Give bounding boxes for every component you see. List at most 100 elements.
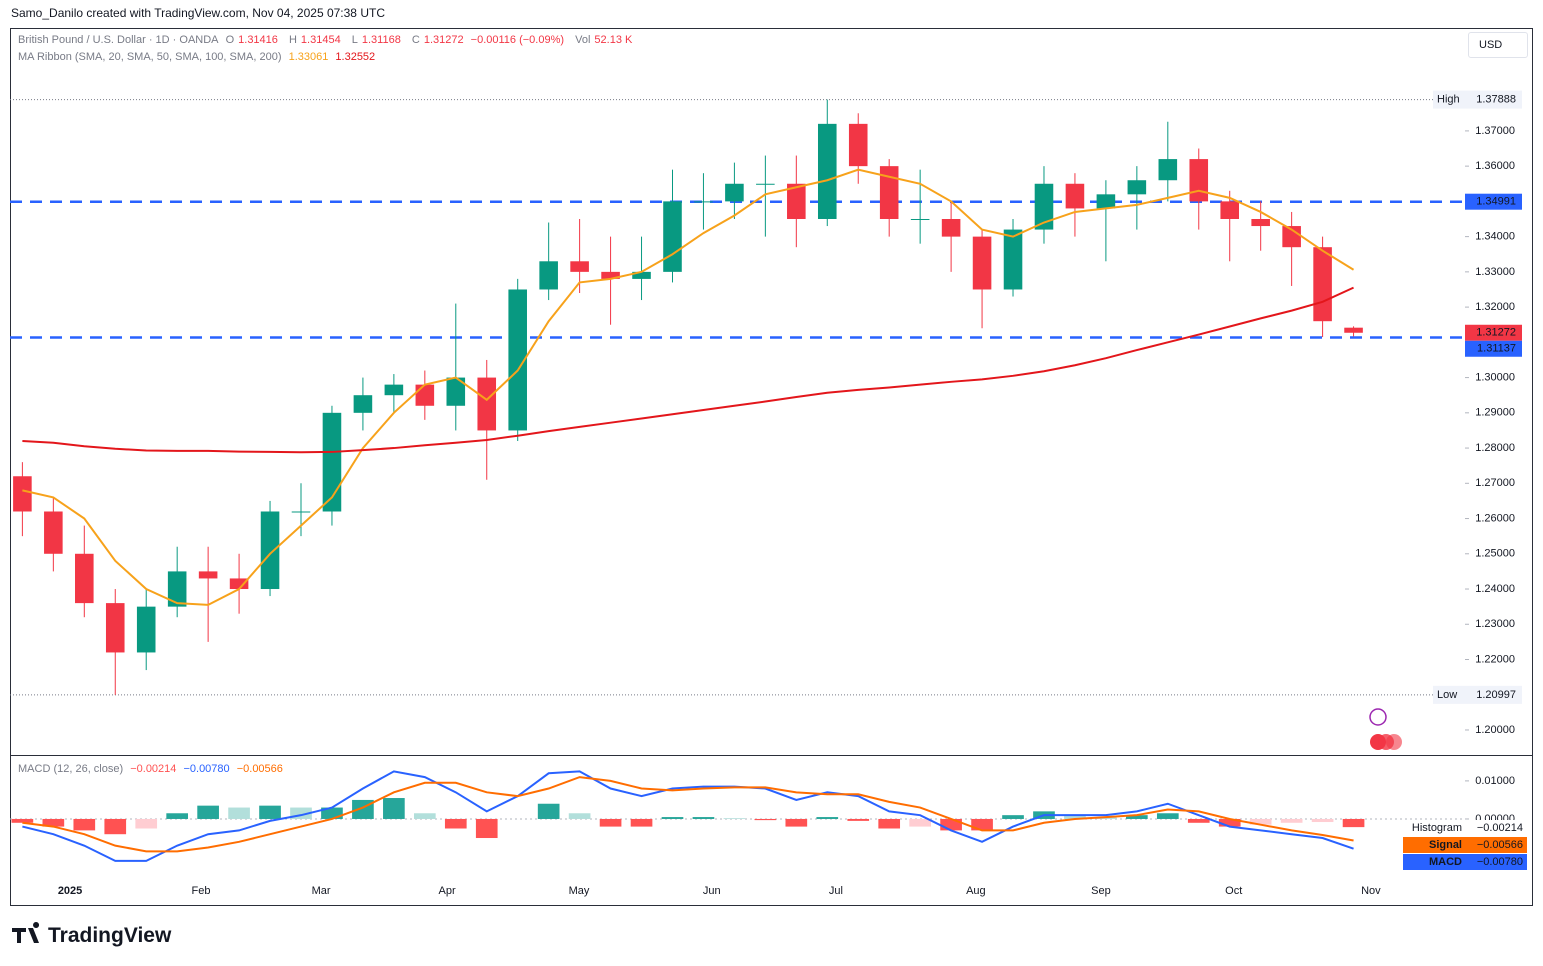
- histogram-bar: [1280, 818, 1303, 823]
- candle-body: [1034, 183, 1054, 230]
- y-tick-label: 1.25000: [1475, 548, 1515, 560]
- macd-line: [22, 776, 1354, 853]
- candle-body: [75, 553, 94, 604]
- histogram-bar: [383, 798, 405, 819]
- histogram-bar: [1002, 815, 1024, 819]
- histogram-bar: [1218, 818, 1241, 827]
- level-box: [1465, 193, 1522, 210]
- vol-value: 52.13 K: [594, 34, 633, 46]
- frame: [10, 28, 1533, 906]
- hist-value: −0.00214: [130, 763, 177, 775]
- candle-body: [694, 201, 713, 203]
- histogram-bar: [135, 818, 158, 829]
- candle-body: [1251, 219, 1270, 227]
- candle-body: [601, 271, 620, 279]
- histogram-bar: [413, 813, 436, 819]
- change: −0.00116 (−0.09%): [470, 34, 565, 46]
- candle-body: [972, 236, 992, 290]
- histogram-bar: [228, 807, 250, 819]
- candle-body: [1344, 327, 1363, 333]
- x-tick-label: Sep: [1091, 885, 1111, 897]
- histogram-bar: [568, 813, 591, 819]
- candle-body: [1158, 159, 1178, 181]
- l-value: 1.31168: [361, 34, 401, 46]
- candle-body: [105, 603, 125, 653]
- l-label: L: [351, 34, 358, 46]
- candle-body: [539, 261, 558, 290]
- symbol: British Pound / U.S. Dollar · 1D · OANDA: [18, 34, 219, 46]
- x-tick-label: Oct: [1225, 885, 1242, 897]
- readout-name: Histogram: [1412, 822, 1462, 834]
- candle-body: [725, 183, 744, 202]
- moving-average: [22, 286, 1354, 454]
- x-tick-label: 2025: [58, 885, 82, 897]
- extreme-value: 1.37888: [1476, 94, 1516, 106]
- candle-body: [570, 261, 589, 272]
- level-label: 1.31137: [1477, 343, 1516, 355]
- y-tick-label: 1.28000: [1475, 442, 1515, 454]
- readout-value: −0.00566: [1477, 839, 1523, 851]
- price-legend: British Pound / U.S. Dollar · 1D · OANDA…: [18, 34, 636, 46]
- candle-body: [848, 123, 868, 167]
- y-tick-label: 1.23000: [1475, 618, 1515, 630]
- c-label: C: [411, 34, 420, 46]
- level-box: [1465, 340, 1522, 357]
- brand: TradingView: [48, 924, 172, 947]
- histogram-bar: [847, 818, 870, 821]
- currency-button[interactable]: USD: [1468, 32, 1528, 58]
- x-tick-label: Apr: [439, 885, 456, 897]
- candle-body: [291, 511, 311, 513]
- candle-body: [1282, 226, 1301, 248]
- histogram-bar: [940, 818, 962, 831]
- histogram-bar: [290, 807, 312, 819]
- y-tick-label: 1.27000: [1475, 477, 1515, 489]
- attribution: Samo_Danilo created with TradingView.com…: [11, 6, 385, 20]
- readout-value: −0.00214: [1477, 822, 1523, 834]
- readout-name: Signal: [1429, 839, 1462, 851]
- moving-average: [22, 168, 1355, 606]
- histogram-bar: [1064, 815, 1086, 819]
- extreme-label: High: [1437, 94, 1460, 106]
- candle-body: [1065, 183, 1085, 209]
- y-tick-label: 1.29000: [1475, 407, 1515, 419]
- c-value: 1.31272: [423, 34, 464, 46]
- histogram-bar: [1187, 818, 1210, 823]
- histogram-bar: [816, 817, 839, 819]
- histogram-bar: [754, 818, 777, 821]
- x-tick-label: Jun: [703, 885, 721, 897]
- x-tick-label: Jul: [829, 885, 843, 897]
- candle-body: [1313, 247, 1332, 322]
- candle-body: [1096, 194, 1116, 209]
- macd-line: [22, 770, 1354, 862]
- sma20-value: 1.33061: [288, 51, 329, 63]
- extreme-label: Low: [1437, 689, 1457, 701]
- candle-body: [787, 183, 806, 220]
- histogram-bar: [878, 818, 901, 829]
- x-tick-label: May: [569, 885, 590, 897]
- y-tick-label: 1.37000: [1475, 125, 1515, 137]
- y-tick-label: 1.22000: [1475, 653, 1515, 665]
- candle-body: [384, 384, 404, 396]
- histogram-bar: [1126, 815, 1148, 819]
- macd-value: −0.00780: [183, 763, 230, 775]
- histogram-bar: [909, 818, 931, 827]
- candle-body: [1220, 201, 1240, 220]
- h-value: 1.31454: [300, 34, 341, 46]
- candle-body: [910, 219, 930, 221]
- histogram-bar: [1156, 813, 1179, 819]
- readout-name: MACD: [1429, 856, 1462, 868]
- histogram-bar: [321, 807, 343, 819]
- y-tick-label: 1.24000: [1475, 583, 1515, 595]
- y-tick-label: 1.26000: [1475, 512, 1515, 524]
- histogram-bar: [475, 818, 498, 839]
- candle-body: [13, 476, 32, 512]
- y-tick-label: 1.32000: [1475, 301, 1515, 313]
- histogram-bar: [599, 818, 622, 827]
- candle-body: [1003, 229, 1023, 290]
- candle-body: [136, 606, 156, 653]
- y-tick-label: 1.36000: [1475, 160, 1515, 172]
- h-label: H: [288, 34, 297, 46]
- ribbon-name: MA Ribbon (SMA, 20, SMA, 50, SMA, 100, S…: [18, 51, 282, 63]
